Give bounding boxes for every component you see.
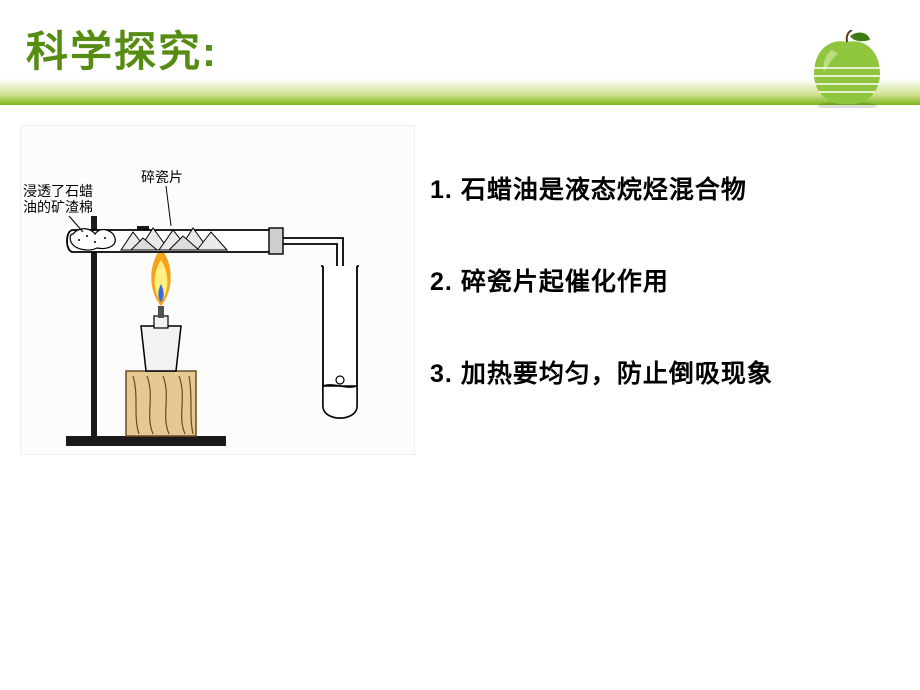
point-3-text: 加热要均匀，防止倒吸现象 <box>461 360 773 388</box>
page-title: 科学探究: <box>26 18 218 79</box>
point-1-text: 石蜡油是液态烷烃混合物 <box>461 176 747 204</box>
points-list: 1. 石蜡油是液态烷烃混合物 2. 碎瓷片起催化作用 3. 加热要均匀，防止倒吸… <box>430 170 900 446</box>
point-3: 3. 加热要均匀，防止倒吸现象 <box>430 354 900 390</box>
alcohol-burner <box>141 248 181 371</box>
header-band: 科学探究: <box>0 0 920 105</box>
point-2-num: 2. <box>430 268 453 296</box>
apple-icon <box>802 30 892 108</box>
diagram-labels: 碎瓷片 浸透了石蜡 油的矿渣棉 <box>23 170 183 232</box>
label-porcelain: 碎瓷片 <box>141 170 183 186</box>
point-2-text: 碎瓷片起催化作用 <box>461 268 669 296</box>
collecting-tube <box>321 266 359 418</box>
point-3-num: 3. <box>430 360 453 388</box>
mineral-wool <box>70 229 115 250</box>
stand-base <box>66 436 226 446</box>
label-cotton-2: 油的矿渣棉 <box>23 199 93 216</box>
experiment-diagram: 碎瓷片 浸透了石蜡 油的矿渣棉 <box>20 125 415 455</box>
label-cotton-1: 浸透了石蜡 <box>23 184 93 200</box>
apparatus-svg: 碎瓷片 浸透了石蜡 油的矿渣棉 <box>21 126 416 456</box>
point-1-num: 1. <box>430 176 453 204</box>
apple-decoration <box>802 30 892 108</box>
horizontal-tube <box>67 228 283 254</box>
point-1: 1. 石蜡油是液态烷烃混合物 <box>430 170 900 206</box>
point-2: 2. 碎瓷片起催化作用 <box>430 262 900 298</box>
wood-block <box>126 371 196 436</box>
